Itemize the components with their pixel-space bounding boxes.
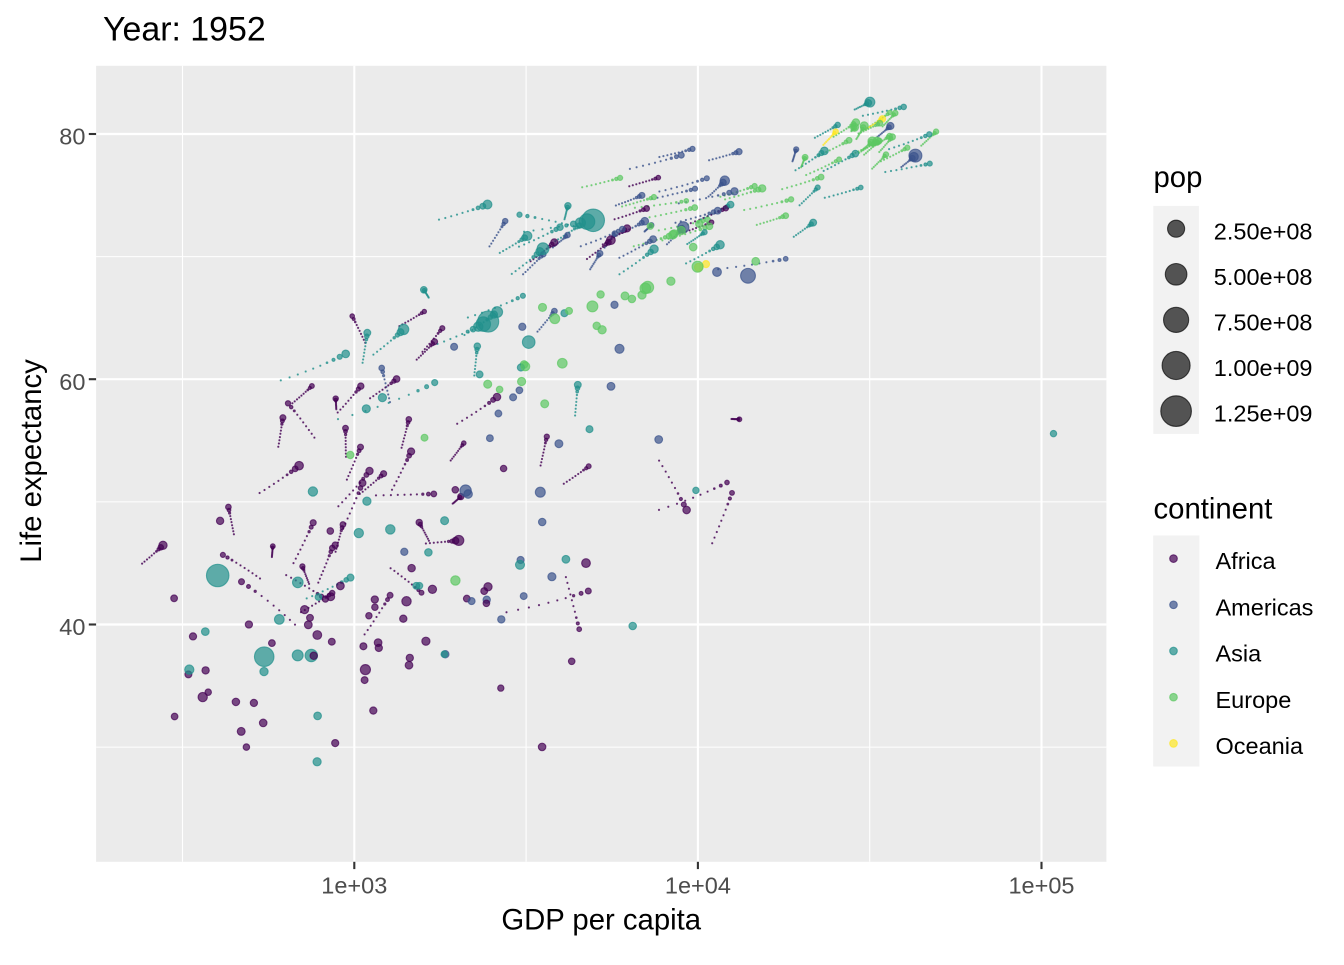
svg-text:pop: pop <box>1154 161 1203 194</box>
svg-text:Asia: Asia <box>1216 641 1263 667</box>
svg-text:7.50e+08: 7.50e+08 <box>1214 310 1313 336</box>
svg-text:1e+03: 1e+03 <box>321 872 387 898</box>
svg-text:40: 40 <box>59 614 85 640</box>
svg-text:60: 60 <box>59 369 85 395</box>
svg-text:1e+04: 1e+04 <box>665 872 731 898</box>
svg-text:5.00e+08: 5.00e+08 <box>1214 264 1313 290</box>
svg-text:Year: 1952: Year: 1952 <box>103 11 266 49</box>
svg-text:Europe: Europe <box>1216 687 1292 713</box>
svg-text:Life expectancy: Life expectancy <box>15 359 48 563</box>
svg-text:1e+05: 1e+05 <box>1008 872 1074 898</box>
svg-text:continent: continent <box>1154 493 1273 526</box>
svg-text:1.00e+09: 1.00e+09 <box>1214 355 1313 381</box>
svg-text:80: 80 <box>59 124 85 150</box>
svg-text:Oceania: Oceania <box>1216 733 1304 759</box>
svg-text:Africa: Africa <box>1216 548 1277 574</box>
svg-text:1.25e+09: 1.25e+09 <box>1214 401 1313 427</box>
svg-text:Americas: Americas <box>1216 594 1314 620</box>
svg-text:2.50e+08: 2.50e+08 <box>1214 218 1313 244</box>
svg-text:GDP per capita: GDP per capita <box>501 904 701 937</box>
